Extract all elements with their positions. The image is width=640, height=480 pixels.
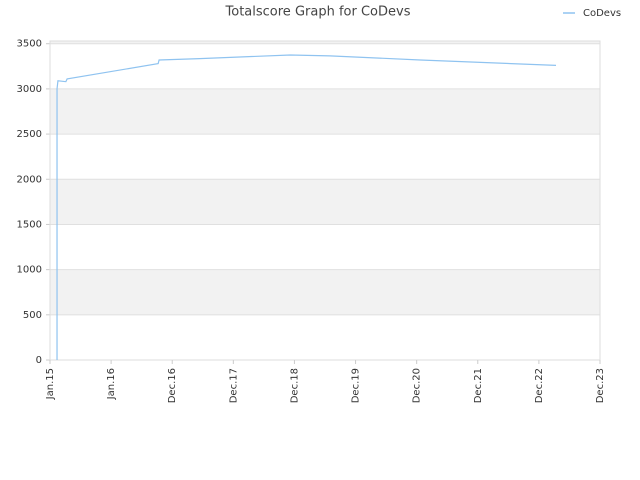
x-tick-label: Dec.20 — [412, 368, 423, 403]
y-tick-label: 1500 — [17, 219, 42, 230]
x-tick-label: Dec.22 — [534, 368, 545, 403]
y-tick-label: 3000 — [17, 84, 42, 95]
y-tick-label: 2500 — [17, 129, 42, 140]
chart-title: Totalscore Graph for CoDevs — [225, 5, 411, 20]
y-tick-label: 3500 — [17, 39, 42, 50]
y-tick-label: 2000 — [17, 174, 42, 185]
x-tick-label: Dec.23 — [595, 368, 606, 403]
x-tick-label: Dec.21 — [473, 368, 484, 403]
plot-border — [49, 40, 601, 361]
x-tick-label: Dec.16 — [167, 368, 178, 403]
x-tick-label: Dec.17 — [228, 368, 239, 403]
x-tick-label: Jan.15 — [45, 368, 56, 400]
line — [56, 54, 557, 360]
grid-band — [50, 179, 600, 225]
x-tick-label: Jan.16 — [106, 368, 117, 400]
y-tick-label: 1000 — [17, 265, 42, 276]
legend-label: CoDevs — [583, 8, 621, 19]
x-tick-label: Dec.18 — [289, 368, 300, 403]
y-tick-label: 0 — [36, 355, 42, 366]
y-tick-label: 500 — [23, 310, 42, 321]
grid-band — [50, 269, 600, 315]
x-tick-label: Dec.19 — [351, 368, 362, 403]
grid-band — [50, 41, 600, 44]
grid-band — [50, 88, 600, 135]
